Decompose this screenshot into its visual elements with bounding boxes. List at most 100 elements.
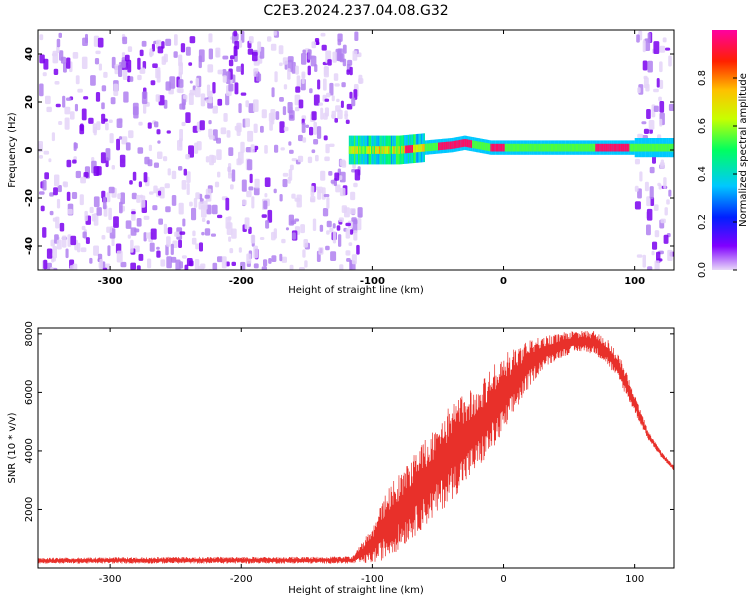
signal-core [390,146,393,154]
signal-core [502,143,504,152]
noise-cell [348,242,353,246]
noise-cell [238,151,244,164]
noise-cell [201,204,207,218]
signal-core [447,141,449,150]
noise-cell [185,46,191,56]
noise-cell [179,231,186,235]
noise-cell [345,228,351,239]
noise-cell [63,62,67,73]
noise-cell [326,92,331,98]
noise-cell [191,207,197,221]
signal-core [574,143,576,152]
signal-core [495,143,498,152]
signal-core [424,143,427,152]
signal-core [641,143,643,152]
noise-cell [66,191,71,201]
noise-cell [101,102,105,110]
noise-cell [353,182,358,188]
snr-y-ticks: 2000 4000 6000 8000 [24,321,674,522]
noise-cell [88,117,94,124]
noise-cell [176,88,181,93]
noise-cell [165,206,171,213]
noise-cell [208,48,213,60]
noise-cell [241,179,247,192]
noise-cell [358,74,363,84]
signal-core [431,143,433,151]
noise-cell [43,259,48,270]
noise-cell [183,94,188,100]
noise-cell [324,98,330,102]
signal-core [487,143,490,151]
x-tick-label: -100 [360,276,385,287]
signal-core [439,142,441,151]
noise-cell [111,165,115,170]
signal-core [586,143,588,152]
signal-core [553,143,555,152]
noise-cell [236,122,242,133]
signal-core [423,143,425,152]
noise-cell [339,187,346,197]
snr-x-ticks: -300 -200 -100 0 100 [99,328,644,585]
signal-core [489,143,491,152]
noise-cell [49,192,54,197]
noise-cell [72,159,77,164]
noise-cell [193,197,198,208]
noise-cell [185,154,190,160]
noise-cell [261,214,267,218]
noise-cell [50,267,54,270]
signal-core [587,143,589,152]
noise-cell [228,236,232,242]
noise-cell [80,176,86,184]
noise-cell [659,79,664,89]
noise-cell [279,253,283,262]
signal-core [639,143,642,152]
noise-cell [256,73,262,82]
noise-cell [82,231,87,239]
signal-core [594,143,596,152]
noise-cell [106,226,113,233]
noise-cell [263,200,268,210]
noise-cell [663,234,669,244]
noise-cell [320,32,326,37]
noise-cell [282,172,289,177]
noise-cell [165,38,172,46]
noise-cell [164,183,170,189]
noise-cell [127,59,132,73]
noise-cell [647,266,653,270]
noise-cell [116,250,123,263]
noise-cell [167,168,171,176]
signal-core [569,143,571,152]
signal-core [649,143,651,152]
signal-core [535,143,537,152]
noise-cell [307,156,313,164]
signal-core [567,143,570,152]
noise-cell [217,69,223,75]
noise-cell [311,41,317,49]
signal-core [369,146,372,154]
noise-cell [247,48,254,55]
noise-cell [107,245,111,257]
signal-core [528,143,530,152]
noise-cell [351,254,357,265]
noise-cell [83,172,89,178]
noise-cell [283,84,288,90]
noise-cell [264,193,268,198]
noise-cell [662,37,667,43]
signal-core [575,143,578,152]
noise-cell [634,185,639,192]
signal-core [388,146,390,154]
signal-core [397,146,399,154]
noise-cell [228,83,234,92]
noise-cell [204,194,210,199]
noise-cell [264,145,268,154]
signal-core [524,143,526,152]
noise-cell [291,158,298,162]
noise-cell [331,95,335,102]
noise-cell [257,41,262,52]
noise-cell [89,257,93,264]
noise-cell [42,180,47,191]
noise-cell [62,95,66,108]
noise-cell [223,113,228,122]
noise-cell [80,247,87,253]
